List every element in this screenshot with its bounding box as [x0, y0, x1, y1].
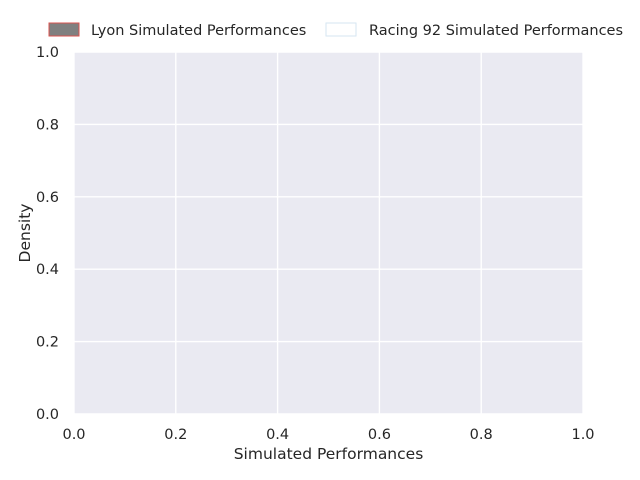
- grid-lines: [73, 51, 584, 415]
- x-tick-label: 1.0: [571, 427, 594, 443]
- y-tick-label: 0.4: [36, 262, 59, 278]
- y-axis-label: Density: [16, 204, 34, 263]
- x-tick-label: 0.6: [368, 427, 391, 443]
- plot-area: [74, 52, 583, 414]
- y-tick-label: 0.2: [36, 335, 59, 351]
- x-axis-label: Simulated Performances: [234, 445, 424, 463]
- y-tick-labels: 0.0 0.2 0.4 0.6 0.8 1.0: [36, 45, 59, 423]
- legend-swatch-lyon: [48, 22, 80, 37]
- x-tick-labels: 0.0 0.2 0.4 0.6 0.8 1.0: [62, 427, 594, 443]
- legend-label-lyon: Lyon Simulated Performances: [91, 23, 306, 39]
- legend: Lyon Simulated Performances Racing 92 Si…: [48, 22, 623, 39]
- y-tick-label: 0.6: [36, 190, 59, 206]
- y-tick-label: 0.8: [36, 117, 59, 133]
- x-tick-label: 0.8: [470, 427, 493, 443]
- y-tick-label: 0.0: [36, 407, 59, 423]
- legend-label-racing92: Racing 92 Simulated Performances: [369, 23, 623, 39]
- x-tick-label: 0.0: [62, 427, 85, 443]
- x-tick-label: 0.4: [266, 427, 289, 443]
- legend-swatch-racing92: [325, 22, 357, 37]
- x-tick-label: 0.2: [164, 427, 187, 443]
- y-tick-label: 1.0: [36, 45, 59, 61]
